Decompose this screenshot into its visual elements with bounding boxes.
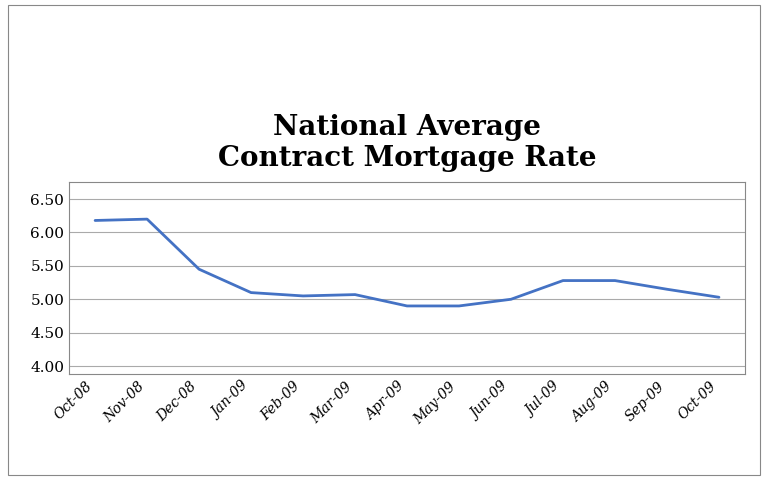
Title: National Average
Contract Mortgage Rate: National Average Contract Mortgage Rate — [217, 114, 597, 172]
